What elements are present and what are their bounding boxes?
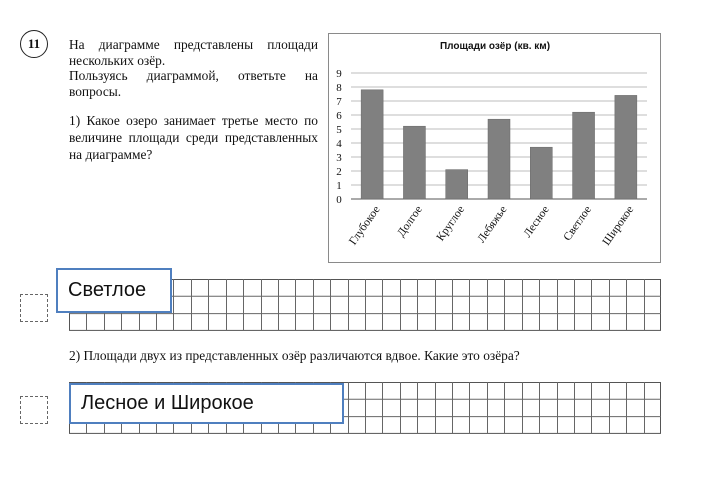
chart-bar [445,169,468,200]
x-tick-label: Долгое [395,204,425,239]
answer-2-checkbox[interactable] [20,396,48,424]
answer-1-field[interactable]: Светлое [56,268,172,313]
question-1: 1) Какое озеро занимает третье место по … [69,113,318,162]
answer-1-checkbox[interactable] [20,294,48,322]
task-number-badge: 11 [20,30,48,58]
x-tick-label: Лебяжье [476,204,510,245]
y-tick-label: 4 [336,138,342,150]
intro-line-1: На диаграмме представлены площади нескол… [69,37,318,68]
y-tick-label: 1 [336,180,342,192]
y-tick-label: 8 [336,82,342,94]
lake-area-chart: Площади озёр (кв. км) 0 1 2 3 4 5 6 7 8 9 Глубокое Д… [328,33,661,263]
task-intro: На диаграмме представлены площади нескол… [69,37,318,99]
y-tick-label: 3 [336,152,342,164]
y-tick-label: 7 [336,96,342,108]
chart-canvas: Площади озёр (кв. км) 0 1 2 3 4 5 6 7 8 9 Глубокое Д… [336,41,647,248]
y-tick-label: 9 [336,68,342,80]
intro-line-2: Пользуясь диаграммой, ответьте на вопрос… [69,68,318,99]
chart-bar [360,89,384,200]
y-tick-label: 6 [336,110,342,122]
chart-bar [403,125,426,200]
question-2: 2) Площади двух из представленных озёр р… [69,348,520,363]
chart-bar [487,118,511,200]
y-tick-label: 0 [336,194,342,206]
y-tick-label: 5 [336,124,342,136]
chart-title: Площади озёр (кв. км) [440,41,550,52]
answer-2-field[interactable]: Лесное и Широкое [69,383,344,424]
x-tick-label: Лесное [522,204,552,240]
x-tick-label: Светлое [561,204,594,243]
y-tick-label: 2 [336,166,342,178]
chart-bar [530,146,553,200]
x-tick-label: Глубокое [347,204,382,248]
chart-bar [572,111,595,200]
chart-bar [614,95,638,200]
x-tick-label: Круглое [434,204,467,244]
x-tick-label: Широкое [601,204,637,248]
